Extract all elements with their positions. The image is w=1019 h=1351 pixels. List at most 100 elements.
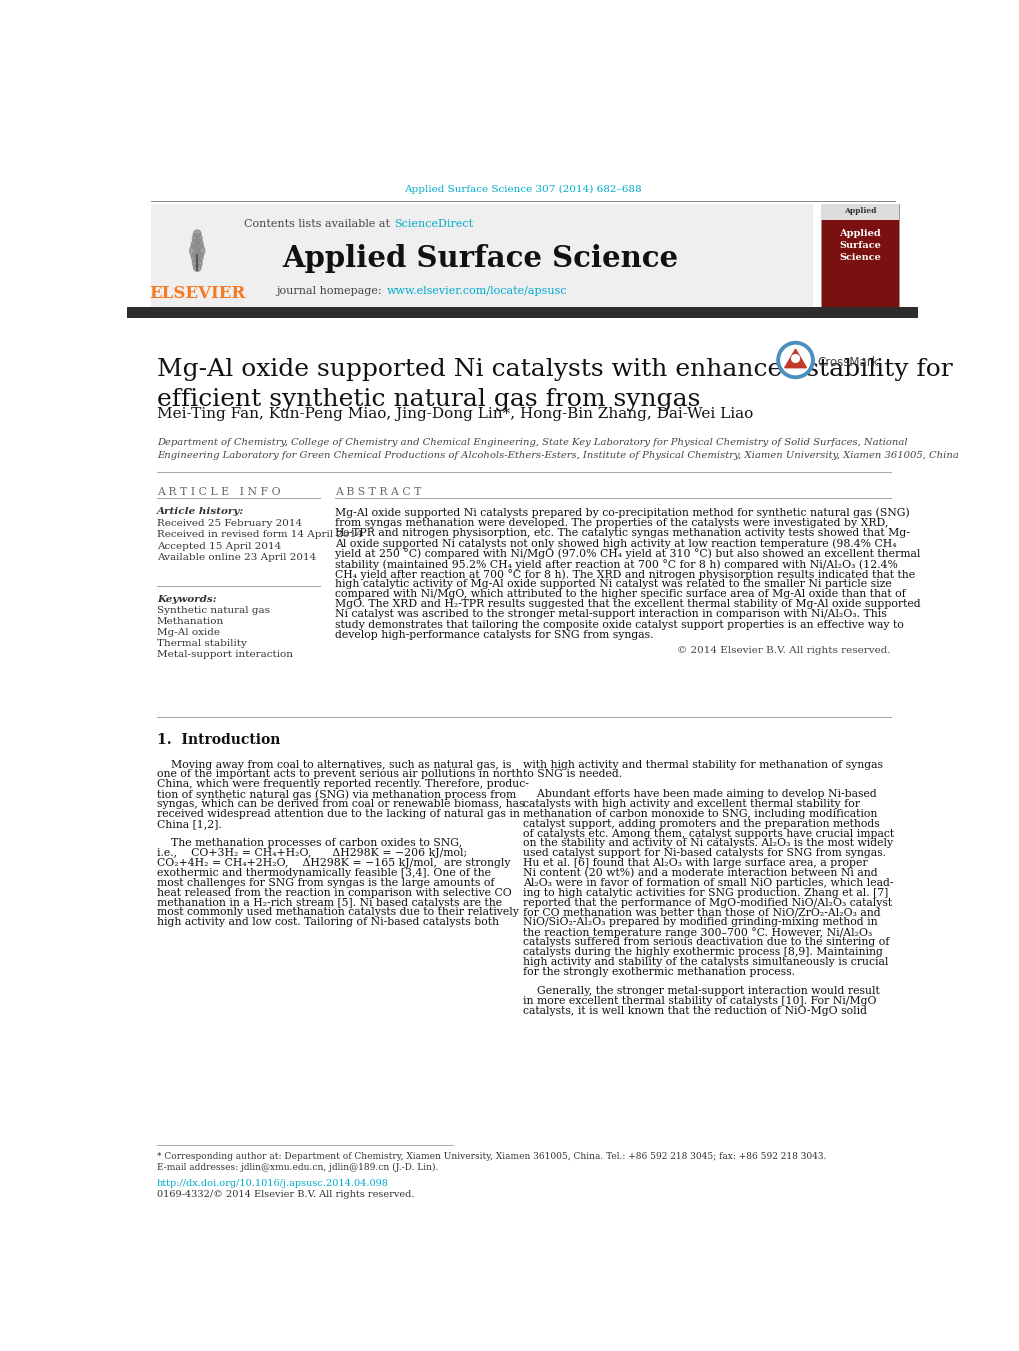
Text: CH₄ yield after reaction at 700 °C for 8 h). The XRD and nitrogen physisorption : CH₄ yield after reaction at 700 °C for 8… (335, 569, 914, 580)
Circle shape (193, 258, 202, 267)
Text: ELSEVIER: ELSEVIER (149, 285, 246, 301)
Text: high catalytic activity of Mg-Al oxide supported Ni catalyst was related to the : high catalytic activity of Mg-Al oxide s… (335, 580, 891, 589)
Circle shape (193, 234, 202, 243)
Text: Article history:: Article history: (157, 507, 244, 516)
Text: China, which were frequently reported recently. Therefore, produc-: China, which were frequently reported re… (157, 780, 528, 789)
Text: methanation of carbon monoxide to SNG, including modification: methanation of carbon monoxide to SNG, i… (522, 809, 876, 819)
FancyBboxPatch shape (820, 204, 898, 308)
FancyBboxPatch shape (127, 307, 917, 319)
Text: Generally, the stronger metal-support interaction would result: Generally, the stronger metal-support in… (522, 986, 878, 996)
Text: syngas, which can be derived from coal or renewable biomass, has: syngas, which can be derived from coal o… (157, 798, 524, 809)
Circle shape (194, 230, 201, 238)
Circle shape (776, 342, 813, 378)
Text: The methanation processes of carbon oxides to SNG,: The methanation processes of carbon oxid… (157, 839, 462, 848)
Text: Synthetic natural gas: Synthetic natural gas (157, 607, 270, 616)
Text: 1.  Introduction: 1. Introduction (157, 734, 280, 747)
Text: NiO/SiO₂-Al₂O₃ prepared by modified grinding-mixing method in: NiO/SiO₂-Al₂O₃ prepared by modified grin… (522, 917, 876, 927)
Text: * Corresponding author at: Department of Chemistry, Xiamen University, Xiamen 36: * Corresponding author at: Department of… (157, 1152, 825, 1162)
Text: catalysts during the highly exothermic process [8,9]. Maintaining: catalysts during the highly exothermic p… (522, 947, 881, 957)
Text: Contents lists available at: Contents lists available at (244, 219, 393, 228)
Text: compared with Ni/MgO, which attributed to the higher specific surface area of Mg: compared with Ni/MgO, which attributed t… (335, 589, 905, 598)
Text: Applied Surface Science 307 (2014) 682–688: Applied Surface Science 307 (2014) 682–6… (404, 185, 641, 193)
Text: methanation in a H₂-rich stream [5]. Ni based catalysts are the: methanation in a H₂-rich stream [5]. Ni … (157, 897, 501, 908)
Text: E-mail addresses: jdlin@xmu.edu.cn, jdlin@189.cn (J.-D. Lin).: E-mail addresses: jdlin@xmu.edu.cn, jdli… (157, 1163, 438, 1173)
Text: exothermic and thermodynamically feasible [3,4]. One of the: exothermic and thermodynamically feasibl… (157, 869, 490, 878)
Text: Ni content (20 wt%) and a moderate interaction between Ni and: Ni content (20 wt%) and a moderate inter… (522, 869, 876, 878)
Text: tion of synthetic natural gas (SNG) via methanation process from: tion of synthetic natural gas (SNG) via … (157, 789, 516, 800)
Text: Al₂O₃ were in favor of formation of small NiO particles, which lead-: Al₂O₃ were in favor of formation of smal… (522, 878, 893, 888)
Text: Received 25 February 2014: Received 25 February 2014 (157, 519, 302, 528)
Text: Methanation: Methanation (157, 617, 224, 627)
Text: H₂-TPR and nitrogen physisorption, etc. The catalytic syngas methanation activit: H₂-TPR and nitrogen physisorption, etc. … (335, 528, 909, 538)
Text: Mg-Al oxide supported Ni catalysts with enhanced stability for
efficient synthet: Mg-Al oxide supported Ni catalysts with … (157, 358, 952, 411)
Text: Metal-support interaction: Metal-support interaction (157, 650, 292, 658)
Text: Available online 23 April 2014: Available online 23 April 2014 (157, 554, 316, 562)
Text: the reaction temperature range 300–700 °C. However, Ni/Al₂O₃: the reaction temperature range 300–700 °… (522, 927, 871, 938)
Text: most commonly used methanation catalysts due to their relatively: most commonly used methanation catalysts… (157, 908, 519, 917)
Text: high activity and low cost. Tailoring of Ni-based catalysts both: high activity and low cost. Tailoring of… (157, 917, 498, 927)
Text: most challenges for SNG from syngas is the large amounts of: most challenges for SNG from syngas is t… (157, 878, 494, 888)
Text: ing to high catalytic activities for SNG production. Zhang et al. [7]: ing to high catalytic activities for SNG… (522, 888, 888, 898)
Text: © 2014 Elsevier B.V. All rights reserved.: © 2014 Elsevier B.V. All rights reserved… (677, 646, 890, 655)
Text: Applied: Applied (843, 207, 875, 215)
Text: yield at 250 °C) compared with Ni/MgO (97.0% CH₄ yield at 310 °C) but also showe: yield at 250 °C) compared with Ni/MgO (9… (335, 549, 920, 559)
Text: catalysts, it is well known that the reduction of NiO-MgO solid: catalysts, it is well known that the red… (522, 1006, 866, 1016)
Text: Department of Chemistry, College of Chemistry and Chemical Engineering, State Ke: Department of Chemistry, College of Chem… (157, 438, 958, 459)
Text: catalysts suffered from serious deactivation due to the sintering of: catalysts suffered from serious deactiva… (522, 938, 889, 947)
Text: on the stability and activity of Ni catalysts. Al₂O₃ is the most widely: on the stability and activity of Ni cata… (522, 839, 892, 848)
Text: develop high-performance catalysts for SNG from syngas.: develop high-performance catalysts for S… (335, 630, 653, 640)
Circle shape (190, 243, 205, 258)
Text: study demonstrates that tailoring the composite oxide catalyst support propertie: study demonstrates that tailoring the co… (335, 620, 903, 630)
Text: Hu et al. [6] found that Al₂O₃ with large surface area, a proper: Hu et al. [6] found that Al₂O₃ with larg… (522, 858, 866, 869)
Circle shape (194, 263, 201, 272)
Circle shape (791, 354, 799, 362)
Text: MgO. The XRD and H₂-TPR results suggested that the excellent thermal stability o: MgO. The XRD and H₂-TPR results suggeste… (335, 600, 920, 609)
Text: for CO methanation was better than those of NiO/ZrO₂-Al₂O₃ and: for CO methanation was better than those… (522, 908, 879, 917)
Text: www.elsevier.com/locate/apsusc: www.elsevier.com/locate/apsusc (386, 286, 567, 296)
Text: Moving away from coal to alternatives, such as natural gas, is: Moving away from coal to alternatives, s… (157, 759, 511, 770)
Text: Al oxide supported Ni catalysts not only showed high activity at low reaction te: Al oxide supported Ni catalysts not only… (335, 538, 896, 549)
Text: Accepted 15 April 2014: Accepted 15 April 2014 (157, 542, 281, 551)
Text: stability (maintained 95.2% CH₄ yield after reaction at 700 °C for 8 h) compared: stability (maintained 95.2% CH₄ yield af… (335, 559, 897, 570)
Text: Received in revised form 14 April 2014: Received in revised form 14 April 2014 (157, 530, 363, 539)
Circle shape (781, 346, 809, 374)
Text: Thermal stability: Thermal stability (157, 639, 247, 647)
Text: with high activity and thermal stability for methanation of syngas: with high activity and thermal stability… (522, 759, 881, 770)
Text: for the strongly exothermic methanation process.: for the strongly exothermic methanation … (522, 966, 794, 977)
Text: in more excellent thermal stability of catalysts [10]. For Ni/MgO: in more excellent thermal stability of c… (522, 996, 875, 1006)
Text: CO₂+4H₂ = CH₄+2H₂O,    ΔH298K = −165 kJ/mol,  are strongly: CO₂+4H₂ = CH₄+2H₂O, ΔH298K = −165 kJ/mol… (157, 858, 509, 869)
Text: i.e.,    CO+3H₂ = CH₄+H₂O,      ΔH298K = −206 kJ/mol;: i.e., CO+3H₂ = CH₄+H₂O, ΔH298K = −206 kJ… (157, 848, 467, 858)
Text: Applied
Surface
Science: Applied Surface Science (838, 228, 880, 262)
Text: Keywords:: Keywords: (157, 594, 216, 604)
Text: received widespread attention due to the lacking of natural gas in: received widespread attention due to the… (157, 809, 520, 819)
Text: Applied Surface Science: Applied Surface Science (282, 245, 678, 273)
Circle shape (192, 239, 203, 250)
Text: Mg-Al oxide supported Ni catalysts prepared by co-precipitation method for synth: Mg-Al oxide supported Ni catalysts prepa… (335, 508, 909, 519)
Text: from syngas methanation were developed. The properties of the catalysts were inv: from syngas methanation were developed. … (335, 517, 888, 528)
Polygon shape (784, 349, 806, 367)
Text: ScienceDirect: ScienceDirect (393, 219, 473, 228)
Text: catalyst support, adding promoters and the preparation methods: catalyst support, adding promoters and t… (522, 819, 878, 828)
Text: to SNG is needed.: to SNG is needed. (522, 770, 622, 780)
Text: Mei-Ting Fan, Kun-Peng Miao, Jing-Dong Lin*, Hong-Bin Zhang, Dai-Wei Liao: Mei-Ting Fan, Kun-Peng Miao, Jing-Dong L… (157, 407, 752, 422)
Text: http://dx.doi.org/10.1016/j.apsusc.2014.04.098: http://dx.doi.org/10.1016/j.apsusc.2014.… (157, 1178, 388, 1188)
Text: heat released from the reaction in comparison with selective CO: heat released from the reaction in compa… (157, 888, 512, 898)
Text: high activity and stability of the catalysts simultaneously is crucial: high activity and stability of the catal… (522, 957, 888, 967)
Text: A B S T R A C T: A B S T R A C T (335, 488, 421, 497)
Circle shape (192, 251, 203, 262)
FancyBboxPatch shape (151, 204, 812, 308)
Text: Mg-Al oxide: Mg-Al oxide (157, 628, 220, 636)
Text: journal homepage:: journal homepage: (276, 286, 385, 296)
Text: Ni catalyst was ascribed to the stronger metal-support interaction in comparison: Ni catalyst was ascribed to the stronger… (335, 609, 887, 620)
Text: China [1,2].: China [1,2]. (157, 819, 221, 828)
Text: Abundant efforts have been made aiming to develop Ni-based: Abundant efforts have been made aiming t… (522, 789, 875, 800)
Text: of catalysts etc. Among them, catalyst supports have crucial impact: of catalysts etc. Among them, catalyst s… (522, 828, 893, 839)
Text: 0169-4332/© 2014 Elsevier B.V. All rights reserved.: 0169-4332/© 2014 Elsevier B.V. All right… (157, 1190, 414, 1200)
Text: catalysts with high activity and excellent thermal stability for: catalysts with high activity and excelle… (522, 798, 859, 809)
Text: used catalyst support for Ni-based catalysts for SNG from syngas.: used catalyst support for Ni-based catal… (522, 848, 884, 858)
Text: one of the important acts to prevent serious air pollutions in north: one of the important acts to prevent ser… (157, 770, 522, 780)
Text: reported that the performance of MgO-modified NiO/Al₂O₃ catalyst: reported that the performance of MgO-mod… (522, 897, 891, 908)
Text: CrossMark: CrossMark (816, 355, 878, 369)
FancyBboxPatch shape (820, 204, 898, 220)
Text: A R T I C L E   I N F O: A R T I C L E I N F O (157, 488, 280, 497)
